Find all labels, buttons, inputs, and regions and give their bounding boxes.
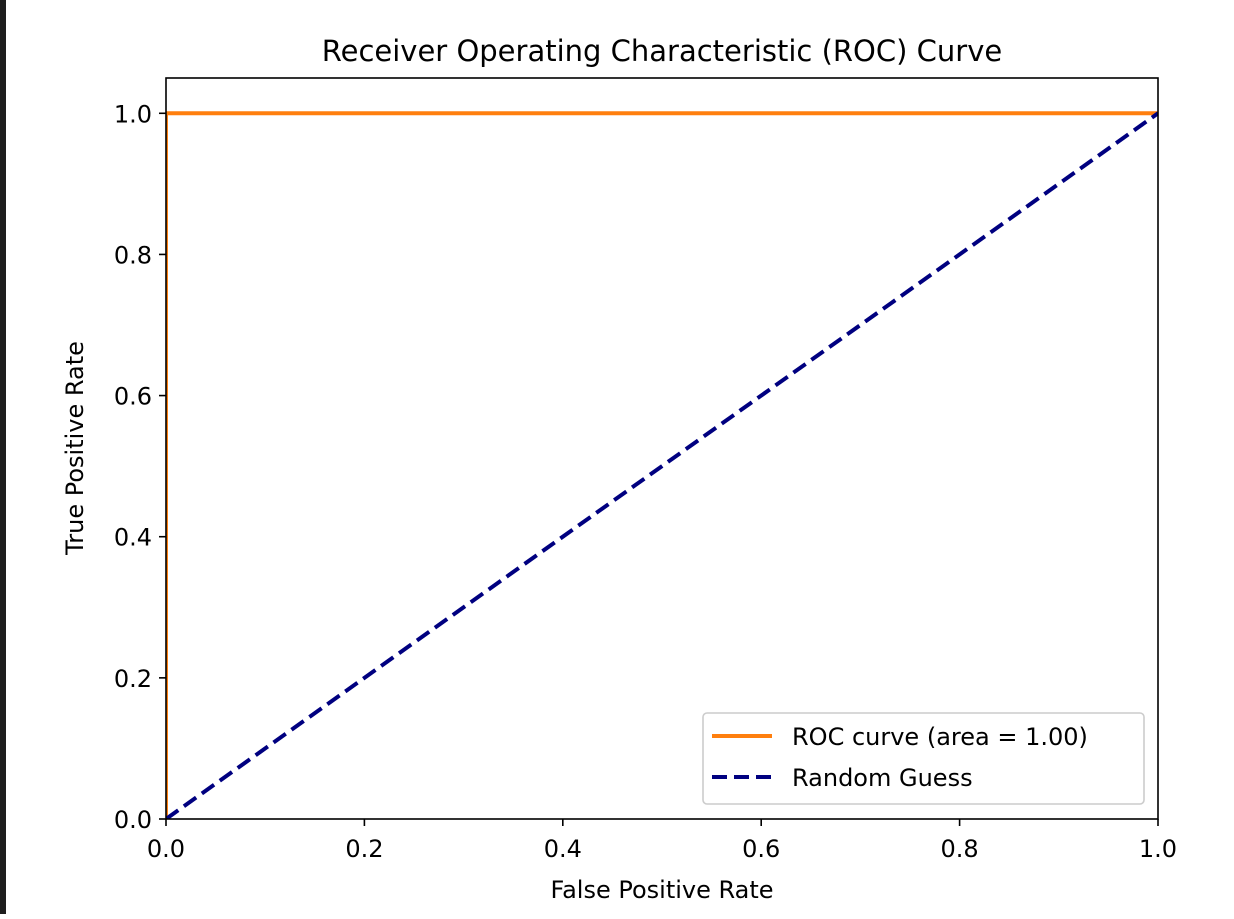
random-guess-line bbox=[166, 111, 1158, 819]
chart-title: Receiver Operating Characteristic (ROC) … bbox=[322, 34, 1002, 68]
legend-label: Random Guess bbox=[792, 764, 973, 792]
y-tick-label: 1.0 bbox=[114, 100, 152, 128]
axes-frame bbox=[165, 77, 1159, 820]
x-tick-label: 0.0 bbox=[147, 835, 185, 863]
window-edge bbox=[0, 0, 6, 914]
x-tick-label: 0.6 bbox=[742, 835, 780, 863]
y-tick-label: 0.0 bbox=[114, 806, 152, 834]
y-tick-label: 0.6 bbox=[114, 383, 152, 411]
x-tick-label: 1.0 bbox=[1139, 835, 1177, 863]
legend: ROC curve (area = 1.00) Random Guess bbox=[702, 712, 1145, 805]
y-tick-label: 0.2 bbox=[114, 665, 152, 693]
y-tick-label: 0.8 bbox=[114, 241, 152, 269]
plot-area: 0.0 0.2 0.4 0.6 0.8 1.0 0.0 0.2 0.4 0.6 0.8 1.0 bbox=[114, 77, 1177, 863]
legend-label: ROC curve (area = 1.00) bbox=[792, 723, 1088, 751]
legend-box bbox=[702, 712, 1145, 805]
y-axis-label: True Positive Rate bbox=[61, 341, 89, 556]
y-tick-label: 0.4 bbox=[114, 524, 152, 552]
roc-curve-line bbox=[166, 111, 1158, 819]
x-tick-label: 0.2 bbox=[345, 835, 383, 863]
x-tick-label: 0.8 bbox=[941, 835, 979, 863]
x-axis-label: False Positive Rate bbox=[550, 876, 773, 904]
x-tick-label: 0.4 bbox=[544, 835, 582, 863]
